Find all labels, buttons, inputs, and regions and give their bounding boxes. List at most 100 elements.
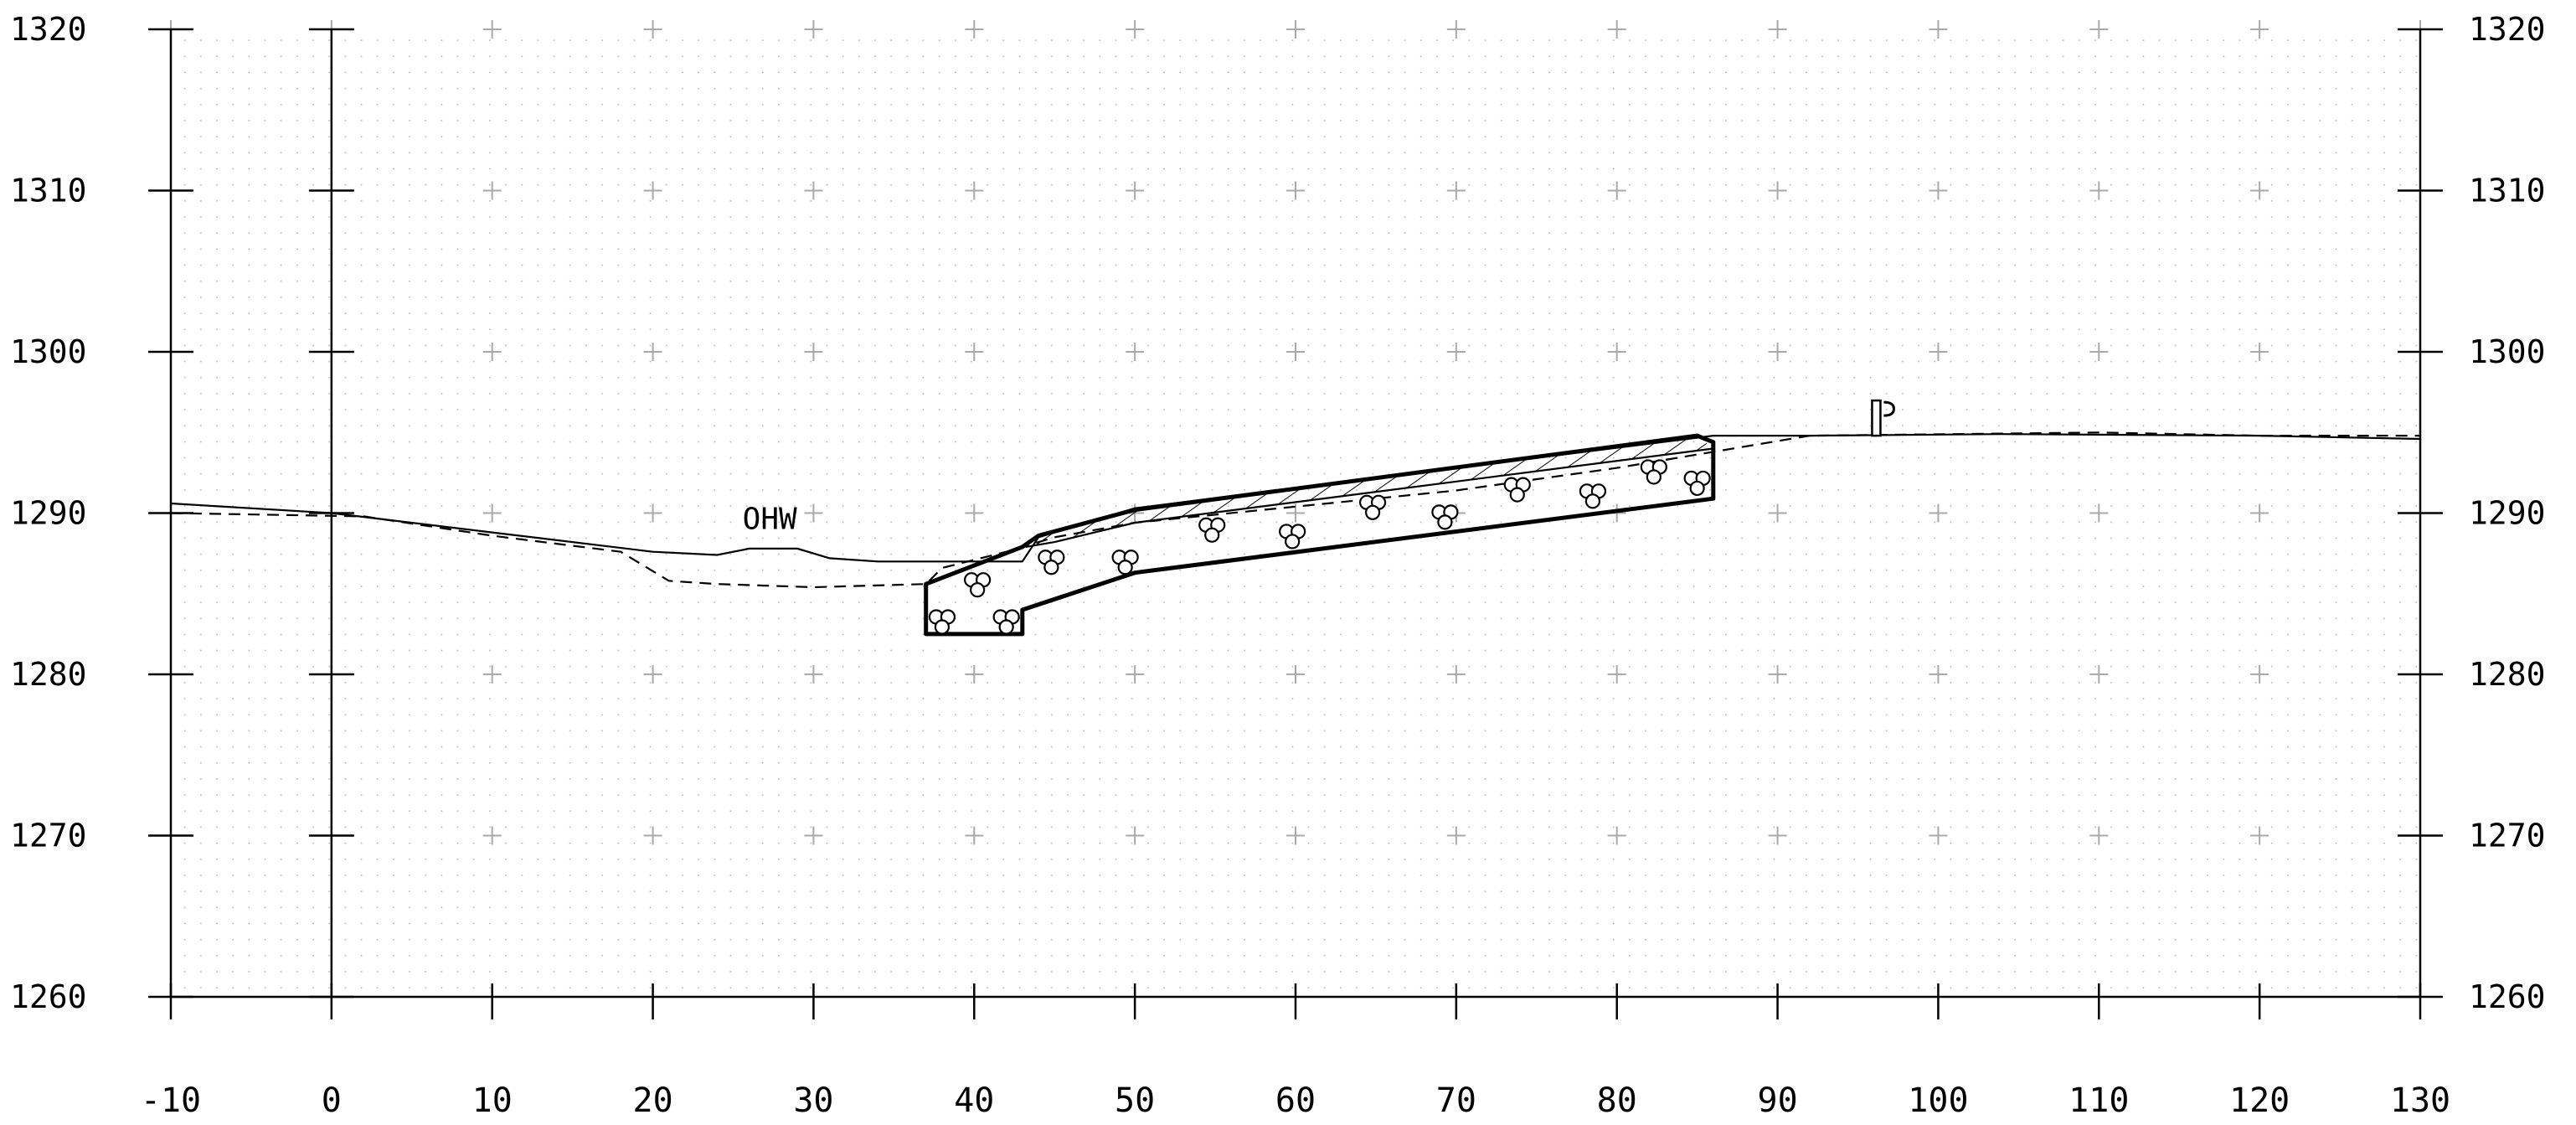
grid-cross	[1126, 826, 1145, 845]
x-tick-label: 80	[1597, 1081, 1637, 1120]
x-tick-label: 60	[1275, 1081, 1316, 1120]
grid-cross	[804, 665, 823, 684]
y-tick-label-right: 1300	[2469, 333, 2546, 370]
riprap-stone-icon	[1279, 524, 1306, 550]
y-tick-label-right: 1270	[2469, 818, 2546, 854]
grid-cross	[2250, 343, 2269, 361]
grid-cross	[2250, 503, 2269, 523]
grid-cross	[1929, 20, 1948, 39]
grid-cross	[2089, 181, 2109, 200]
grid-cross	[2089, 20, 2109, 39]
grid-cross	[1286, 343, 1305, 361]
y-tick-label-left: 1320	[10, 11, 87, 48]
x-tick-label: 110	[2069, 1081, 2129, 1120]
grid-cross	[1768, 20, 1787, 39]
grid-cross	[804, 503, 823, 523]
grid-cross	[643, 181, 662, 200]
grid-cross	[2250, 181, 2269, 200]
grid-cross	[1929, 503, 1948, 523]
y-tick-label-left: 1260	[10, 978, 87, 1015]
grid-cross	[1607, 343, 1626, 361]
riprap-stone-icon	[1579, 483, 1607, 509]
riprap-stone-icon	[1198, 517, 1226, 543]
riprap-stone-icon	[1431, 504, 1459, 530]
grid-cross	[1768, 181, 1787, 200]
grid-cross	[1286, 181, 1305, 200]
grid-cross	[1126, 20, 1145, 39]
grid-cross	[643, 503, 662, 523]
grid-cross	[482, 503, 502, 523]
grid-cross	[482, 181, 502, 200]
y-tick-label-left: 1290	[10, 495, 87, 532]
grid-cross	[1607, 20, 1626, 39]
grid-cross	[1446, 343, 1466, 361]
riprap-stone-icon	[964, 572, 992, 598]
grid-cross	[2089, 503, 2109, 523]
riprap-stone-icon	[1111, 550, 1139, 575]
grid-cross	[1446, 665, 1466, 684]
grid-cross	[1286, 826, 1305, 845]
grid-cross	[482, 826, 502, 845]
grid-cross	[2089, 826, 2109, 845]
grid-cross	[804, 826, 823, 845]
y-tick-label-left: 1270	[10, 818, 87, 854]
x-tick-label: -10	[141, 1081, 201, 1120]
y-tick-label-left: 1310	[10, 173, 87, 209]
grid-cross	[1286, 503, 1305, 523]
grid-cross	[804, 20, 823, 39]
x-tick-label: 10	[472, 1081, 513, 1120]
grid-cross	[1446, 20, 1466, 39]
grid-cross	[482, 20, 502, 39]
grid-cross	[2089, 343, 2109, 361]
x-tick-label: 130	[2390, 1081, 2450, 1120]
x-tick-label: 100	[1908, 1081, 1968, 1120]
x-tick-label: 70	[1436, 1081, 1476, 1120]
grid-cross	[965, 665, 984, 684]
hatch-boundary-line	[1025, 447, 1713, 548]
grid-cross	[1607, 665, 1626, 684]
riprap-hatched-layer	[1025, 436, 1713, 547]
riprap-stone-icon	[928, 609, 956, 635]
grid-cross	[643, 343, 662, 361]
riprap-stone-icon	[1358, 494, 1387, 520]
grid-cross	[1929, 826, 1948, 845]
grid-cross	[2250, 665, 2269, 684]
grid-cross	[965, 181, 984, 200]
x-tick-label: 20	[632, 1081, 672, 1120]
grid-cross	[1929, 665, 1948, 684]
grid-cross	[1286, 665, 1305, 684]
grid-cross	[1929, 181, 1948, 200]
y-tick-label-right: 1320	[2469, 11, 2546, 48]
grid-cross	[2250, 20, 2269, 39]
grid-cross	[643, 20, 662, 39]
grid-cross	[1929, 343, 1948, 361]
grid-cross	[1126, 665, 1145, 684]
grid-cross	[965, 20, 984, 39]
grid-cross	[965, 343, 984, 361]
riprap-stone-icon	[1640, 459, 1667, 485]
grid-cross	[1446, 826, 1466, 845]
grid-cross	[1768, 826, 1787, 845]
x-tick-label: 30	[793, 1081, 833, 1120]
grid-cross	[482, 343, 502, 361]
grid-cross	[1126, 181, 1145, 200]
grid-cross	[804, 343, 823, 361]
x-tick-label: 50	[1115, 1081, 1155, 1120]
x-tick-label: 90	[1757, 1081, 1797, 1120]
x-tick-label: 120	[2229, 1081, 2290, 1120]
grid-cross	[1607, 181, 1626, 200]
grid-cross	[482, 665, 502, 684]
grid-cross	[965, 826, 984, 845]
riprap-stone-icon	[992, 609, 1020, 635]
ohw-label: OHW	[743, 502, 797, 536]
y-tick-label-right: 1280	[2469, 656, 2546, 693]
grid-cross	[643, 826, 662, 845]
grid-cross	[643, 665, 662, 684]
grid-cross	[2089, 665, 2109, 684]
y-tick-label-left: 1280	[10, 656, 87, 693]
grid-cross	[1768, 343, 1787, 361]
x-tick-label: 0	[322, 1081, 342, 1120]
y-tick-label-right: 1290	[2469, 495, 2546, 532]
